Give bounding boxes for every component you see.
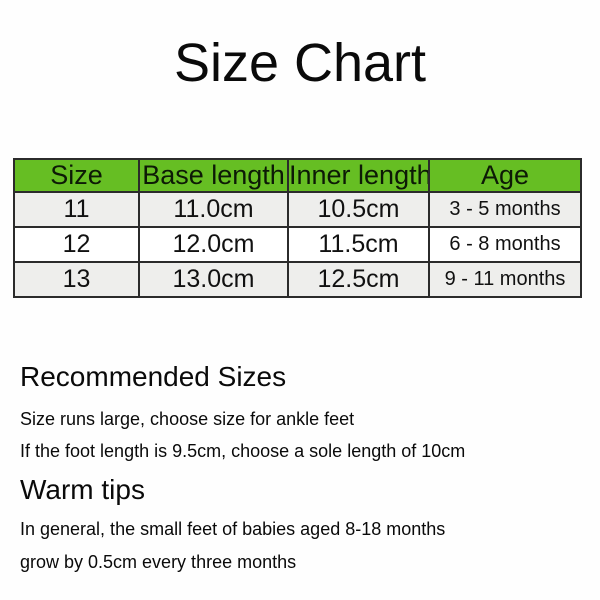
recommended-sizes-line-2: If the foot length is 9.5cm, choose a so… bbox=[20, 441, 466, 461]
cell-age: 9 - 11 months bbox=[428, 261, 582, 298]
cell-base-length: 12.0cm bbox=[138, 226, 289, 263]
cell-inner-length: 12.5cm bbox=[287, 261, 430, 298]
col-header-base-length: Base length bbox=[138, 158, 289, 193]
cell-size: 12 bbox=[13, 226, 140, 263]
table-header-row: Size Base length Inner length Age bbox=[13, 158, 582, 193]
col-header-inner-length: Inner length bbox=[287, 158, 430, 193]
table-row-size-13: 13 13.0cm 12.5cm 9 - 11 months bbox=[13, 261, 582, 298]
warm-tips-heading: Warm tips bbox=[20, 474, 145, 505]
cell-base-length: 13.0cm bbox=[138, 261, 289, 298]
cell-inner-length: 11.5cm bbox=[287, 226, 430, 263]
warm-tips-line-1: In general, the small feet of babies age… bbox=[20, 519, 446, 539]
col-header-age: Age bbox=[428, 158, 582, 193]
cell-size: 11 bbox=[13, 191, 140, 228]
warm-tips-line-2: grow by 0.5cm every three months bbox=[20, 552, 297, 572]
cell-age: 6 - 8 months bbox=[428, 226, 582, 263]
size-table: Size Base length Inner length Age 11 11.… bbox=[13, 158, 582, 298]
page-title: Size Chart bbox=[173, 33, 427, 93]
recommended-sizes-line-1: Size runs large, choose size for ankle f… bbox=[20, 409, 355, 429]
cell-age: 3 - 5 months bbox=[428, 191, 582, 228]
cell-base-length: 11.0cm bbox=[138, 191, 289, 228]
cell-inner-length: 10.5cm bbox=[287, 191, 430, 228]
table-row-size-12: 12 12.0cm 11.5cm 6 - 8 months bbox=[13, 226, 582, 263]
cell-size: 13 bbox=[13, 261, 140, 298]
col-header-size: Size bbox=[13, 158, 140, 193]
recommended-sizes-heading: Recommended Sizes bbox=[20, 361, 287, 392]
table-row-size-11: 11 11.0cm 10.5cm 3 - 5 months bbox=[13, 191, 582, 228]
